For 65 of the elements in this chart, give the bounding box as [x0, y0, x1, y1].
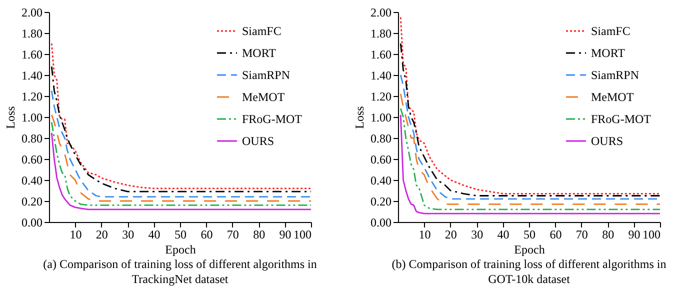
legend-label: OURS	[242, 134, 274, 148]
x-tick-label: 10	[70, 228, 82, 242]
y-tick-label: 1.80	[22, 26, 42, 40]
y-tick-label: 0.80	[370, 132, 392, 146]
line-series	[400, 16, 660, 194]
x-tick-label: 60	[550, 228, 562, 242]
x-tick-label: 20	[444, 228, 457, 242]
x-tick-label: 80	[602, 228, 614, 242]
y-tick-label: 0.40	[370, 174, 392, 188]
legend-label: MORT	[242, 46, 277, 60]
x-tick-label: 60	[200, 228, 213, 242]
y-tick-label: 1.60	[370, 48, 392, 62]
legend-label: SiamRPN	[242, 68, 290, 82]
x-tick-label: 10	[418, 228, 431, 242]
y-tick-label: 0.00	[22, 216, 42, 230]
y-tick-label: 1.20	[22, 90, 42, 104]
y-axis-title: Loss	[4, 106, 18, 129]
legend-label: MeMOT	[591, 90, 634, 104]
y-tick-label: 0.60	[370, 152, 392, 166]
y-tick-label: 1.80	[370, 26, 392, 40]
x-tick-label: 90	[279, 228, 292, 242]
x-tick-label: 100	[294, 228, 312, 242]
x-tick-label: 50	[524, 228, 536, 242]
y-tick-label: 1.40	[370, 68, 392, 82]
x-tick-label: 50	[174, 228, 186, 242]
x-axis-title: Epoch	[165, 242, 196, 256]
x-axis-title: Epoch	[514, 242, 545, 256]
legend-label: MeMOT	[242, 90, 286, 104]
y-tick-label: 0.80	[22, 132, 42, 146]
y-tick-label: 2.00	[22, 6, 42, 20]
y-tick-label: 0.20	[370, 194, 392, 208]
x-tick-label: 100	[642, 228, 660, 242]
y-tick-label: 1.20	[370, 90, 392, 104]
y-tick-label: 2.00	[370, 6, 392, 20]
x-tick-label: 30	[122, 228, 134, 242]
line-series	[50, 132, 311, 210]
x-tick-label: 90	[628, 228, 640, 242]
y-tick-label: 1.00	[22, 110, 42, 124]
x-tick-label: 40	[148, 228, 160, 242]
text: (b) Comparison of training loss of different algorithms in GOT-10k dataset	[392, 257, 666, 286]
y-tick-label: 0.60	[22, 152, 42, 166]
text: (a) Comparison of training loss of different algorithms in TrackingNet dataset	[43, 257, 317, 286]
y-tick-label: 1.40	[22, 68, 42, 82]
x-tick-label: 70	[226, 228, 239, 242]
x-tick-label: 40	[497, 228, 510, 242]
y-tick-label: 1.60	[22, 48, 42, 62]
legend-label: OURS	[591, 134, 624, 148]
legend-label: SiamRPN	[591, 68, 640, 82]
x-tick-label: 70	[576, 228, 588, 242]
y-tick-label: 0.40	[22, 174, 42, 188]
line-series	[400, 93, 660, 205]
y-tick-label: 0.00	[370, 216, 392, 230]
x-tick-label: 20	[96, 228, 108, 242]
legend-label: MORT	[591, 46, 626, 60]
legend-label: FRoG-MOT	[591, 112, 652, 126]
y-axis-title: Loss	[352, 106, 366, 129]
x-tick-label: 30	[471, 228, 484, 242]
x-tick-label: 80	[253, 228, 266, 242]
legend-label: FRoG-MOT	[242, 112, 303, 126]
y-tick-label: 1.00	[370, 110, 392, 124]
line-series	[50, 42, 311, 190]
line-series	[50, 90, 311, 198]
legend-label: SiamFC	[242, 24, 282, 38]
y-tick-label: 0.20	[22, 194, 42, 208]
legend-label: SiamFC	[591, 24, 630, 38]
